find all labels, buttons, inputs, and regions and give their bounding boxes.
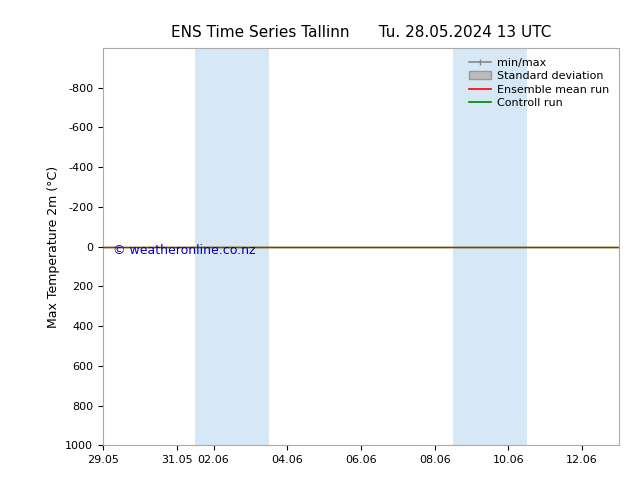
Text: © weatheronline.co.nz: © weatheronline.co.nz [113,244,256,257]
Bar [453,48,527,445]
Legend: min/max, Standard deviation, Ensemble mean run, Controll run: min/max, Standard deviation, Ensemble me… [465,53,614,112]
Bar [195,48,269,445]
Title: ENS Time Series Tallinn      Tu. 28.05.2024 13 UTC: ENS Time Series Tallinn Tu. 28.05.2024 1… [171,25,551,40]
Y-axis label: Max Temperature 2m (°C): Max Temperature 2m (°C) [47,166,60,328]
